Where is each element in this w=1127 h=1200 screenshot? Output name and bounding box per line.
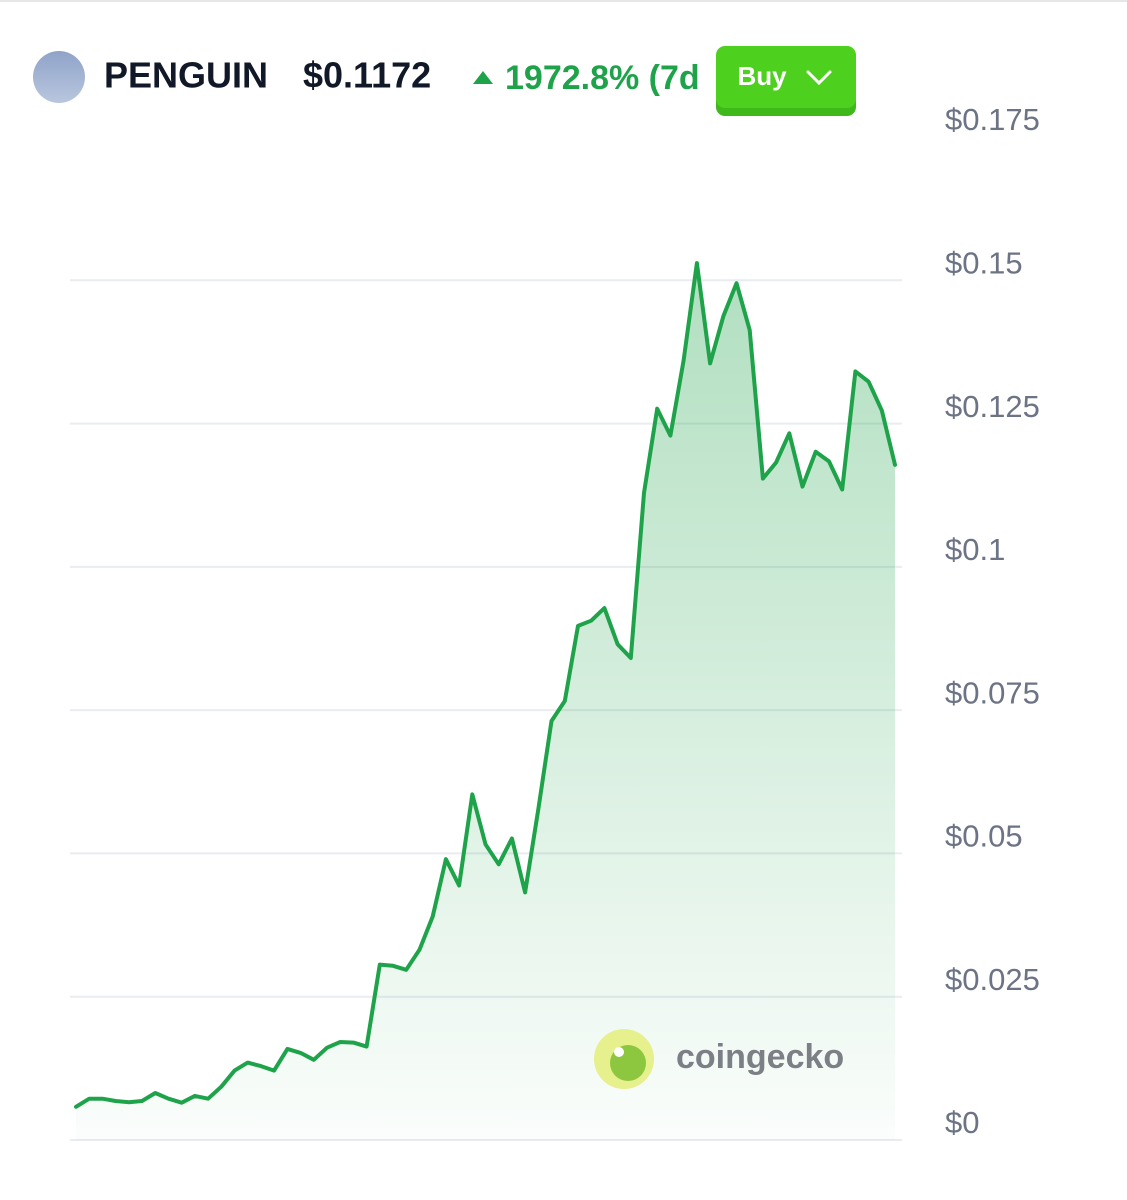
up-arrow [473,71,493,84]
coin-price: $0.1172 [303,55,431,96]
watermark: coingecko [676,1038,844,1076]
price-line [74,261,897,1109]
y-tick-label: $0.125 [945,389,1040,424]
y-tick-label: $0.175 [945,102,1040,137]
price-change: 1972.8% (7d [505,59,700,97]
buy-button-face [716,46,856,108]
coin-name: PENGUIN [104,55,268,96]
coin-icon [33,51,85,103]
y-tick-label: $0.1 [945,532,1005,567]
gecko-eye [614,1047,624,1057]
y-tick-label: $0.15 [945,245,1023,280]
y-tick-label: $0.025 [945,962,1040,997]
plot: $0 $0.025 $0.05 $0.075 $0.1 $0.125 $0.15 $0.175 [70,102,1040,1141]
buy-label: Buy [737,61,787,91]
y-tick-label: $0.05 [945,819,1023,854]
buy-button[interactable]: Buy [716,46,856,116]
y-tick-label: $0.075 [945,675,1040,710]
chevron [806,70,832,86]
area-fill [76,263,895,1141]
y-tick-label: $0 [945,1105,979,1140]
